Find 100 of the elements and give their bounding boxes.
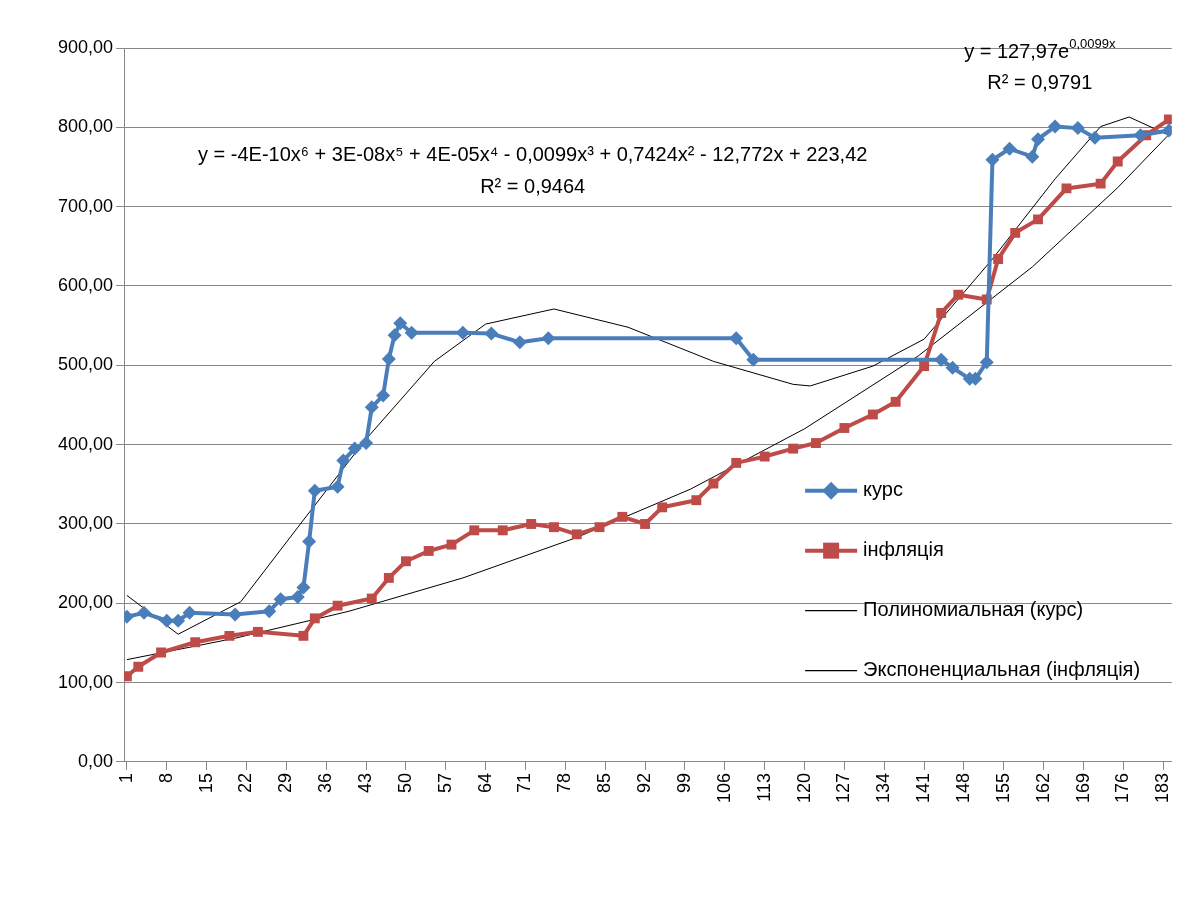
y-tick-label: 300,00 [57, 512, 114, 533]
point [746, 352, 761, 367]
point [252, 626, 263, 637]
x-tick-label: 169 [1072, 772, 1093, 804]
y-tick-label: 500,00 [57, 354, 114, 375]
x-tick-label: 64 [474, 772, 495, 793]
point [1033, 214, 1043, 225]
x-tick-label: 43 [355, 772, 376, 793]
point [359, 436, 374, 451]
x-tick-label: 15 [195, 772, 216, 793]
point [387, 328, 402, 343]
point [1010, 227, 1021, 238]
point [381, 351, 396, 366]
point [446, 539, 457, 550]
annotation: y = -4E-10x⁶ + 3E-08x⁵ + 4E-05x⁴ - 0,0099x³ + 0,7424x² - 12,772x + 223,42 [197, 142, 868, 165]
y-tick-label: 0,00 [78, 750, 114, 771]
point [159, 613, 174, 628]
x-tick-label: 57 [434, 772, 455, 793]
point [1087, 130, 1102, 145]
point [729, 331, 744, 346]
y-tick-label: 700,00 [57, 195, 114, 216]
x-tick-label: 92 [634, 772, 655, 793]
point [617, 511, 628, 522]
x-tick-label: 22 [235, 772, 256, 793]
point [691, 495, 702, 506]
y-tick-label: 900,00 [57, 36, 114, 57]
legend-label: курс [863, 478, 903, 501]
x-tick-label: 141 [913, 772, 934, 804]
point [383, 572, 394, 583]
point [594, 522, 605, 533]
legend-label: Экспоненциальная (інфляція) [863, 658, 1141, 681]
point [788, 443, 799, 454]
point [404, 325, 419, 340]
point [182, 605, 197, 620]
x-tick-label: 183 [1152, 772, 1173, 804]
point [1061, 183, 1072, 194]
point [469, 525, 480, 536]
point [1112, 156, 1123, 167]
point [366, 593, 377, 604]
point [298, 630, 309, 641]
point [810, 438, 821, 449]
point [934, 352, 949, 367]
point [484, 326, 499, 341]
point [423, 546, 434, 556]
x-tick-label: 113 [753, 772, 774, 802]
point [376, 388, 391, 403]
x-tick-label: 162 [1032, 772, 1053, 804]
point [993, 254, 1004, 264]
point [302, 534, 317, 549]
point [759, 451, 770, 462]
point [455, 325, 470, 340]
y-tick-label: 400,00 [57, 433, 114, 454]
legend-label: Полиномиальная (курс) [863, 598, 1084, 621]
point [1133, 128, 1148, 143]
annotation: R² = 0,9791 [987, 71, 1093, 94]
point [526, 519, 537, 529]
point [867, 409, 878, 420]
point [1070, 121, 1085, 136]
x-tick-label: 1 [115, 772, 136, 783]
x-tick-label: 120 [793, 772, 814, 804]
point [890, 396, 901, 407]
point [979, 355, 994, 370]
point [262, 604, 277, 619]
point [1025, 149, 1040, 164]
x-tick-label: 134 [873, 772, 894, 804]
x-tick-label: 78 [554, 772, 575, 793]
point [296, 580, 311, 595]
x-tick-label: 50 [394, 772, 415, 793]
point [1031, 132, 1046, 147]
point [171, 613, 186, 628]
point [336, 453, 351, 468]
point [731, 457, 742, 468]
y-tick-label: 800,00 [57, 116, 114, 137]
point [400, 556, 411, 567]
point [332, 600, 343, 611]
point [136, 605, 151, 620]
point [1095, 178, 1106, 189]
x-tick-label: 127 [833, 772, 854, 804]
legend-label: інфляція [863, 538, 944, 561]
annotation: R² = 0,9464 [480, 174, 586, 197]
point [364, 400, 379, 415]
point [985, 152, 1000, 167]
x-tick-label: 176 [1112, 772, 1133, 804]
x-tick-label: 29 [275, 772, 296, 793]
point [133, 661, 144, 672]
point [945, 360, 960, 375]
point [936, 308, 947, 318]
point [309, 613, 320, 624]
point [1048, 119, 1063, 134]
y-tick-label: 100,00 [57, 671, 114, 692]
x-tick-label: 106 [713, 772, 734, 804]
point [156, 647, 167, 658]
x-tick-label: 71 [514, 772, 535, 793]
point [657, 502, 668, 513]
point [549, 522, 559, 533]
point [953, 289, 964, 300]
point [290, 589, 305, 604]
point [640, 519, 651, 529]
y-tick-label: 600,00 [57, 274, 114, 295]
point [512, 335, 527, 350]
